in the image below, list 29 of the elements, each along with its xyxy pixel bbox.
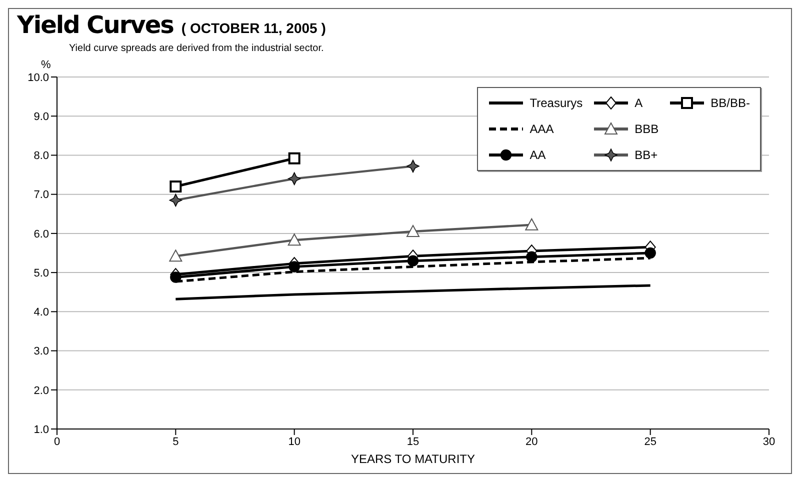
- text: Yield curve spreads are derived from the industrial sector.: [69, 43, 324, 54]
- x-tick-label: 25: [644, 436, 656, 448]
- y-tick-label: 7.0: [34, 189, 49, 202]
- y-tick-label: 6.0: [34, 228, 49, 240]
- x-tick-label: 10: [288, 436, 300, 448]
- x-tick-label: 0: [54, 436, 60, 448]
- chart-subtitle: ( OCTOBER 11, 2005 ): [181, 20, 326, 36]
- x-axis-title: YEARS TO MATURITY: [350, 452, 476, 466]
- y-tick-label: 2.0: [34, 384, 49, 397]
- y-tick-label: 10.0: [28, 72, 49, 84]
- y-tick-label: 3.0: [34, 346, 49, 358]
- y-tick-label: 9.0: [34, 111, 49, 124]
- x-tick-label: 30: [762, 436, 776, 448]
- legend-label: BB/BB-: [710, 96, 750, 110]
- legend-label: BB+: [634, 148, 658, 162]
- legend-label: BBB: [634, 122, 659, 136]
- x-tick-label: 15: [406, 436, 420, 448]
- legend-label: AAA: [530, 122, 554, 136]
- y-tick-label: 4.0: [34, 306, 49, 319]
- y-tick-label: 1.0: [34, 424, 49, 436]
- legend-label: AA: [530, 148, 546, 162]
- legend-label: A: [634, 96, 643, 110]
- y-tick-label: 5.0: [34, 267, 49, 280]
- x-tick-label: 5: [172, 436, 179, 448]
- y-axis-title: %: [41, 59, 51, 71]
- legend-label: Treasurys: [530, 96, 583, 110]
- chart-title: Yield Curves: [17, 11, 174, 39]
- x-tick-label: 20: [526, 436, 538, 448]
- y-tick-label: 8.0: [34, 150, 49, 162]
